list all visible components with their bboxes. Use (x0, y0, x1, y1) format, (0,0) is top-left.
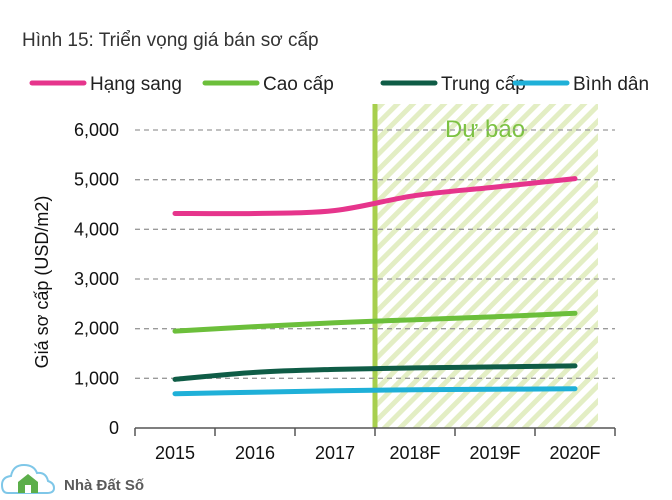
y-axis-ticks: 0 1,000 2,000 3,000 4,000 5,000 6,000 (74, 120, 119, 438)
legend-label-3: Bình dân (573, 74, 649, 95)
legend-label-0: Hạng sang (90, 74, 182, 95)
series-line-3 (172, 386, 578, 397)
legend-label-1: Cao cấp (263, 74, 334, 95)
legend: Hạng sang Cao cấp Trung cấp Bình dân (29, 74, 649, 95)
series-line-1 (172, 310, 578, 334)
y-tick-label: 2,000 (74, 319, 119, 339)
y-axis-label: Giá sơ cấp (USD/m2) (32, 196, 52, 369)
series-line-2 (172, 363, 578, 382)
house-door-icon (25, 485, 31, 493)
x-tick-label: 2016 (235, 443, 275, 463)
x-tick-label: 2018F (389, 443, 440, 463)
gridlines (135, 129, 615, 379)
series-lines (172, 176, 578, 397)
forecast-zone (375, 104, 598, 428)
x-tick-label: 2020F (549, 443, 600, 463)
logo: Nhà Đất Số (0, 463, 144, 494)
y-tick-label: 6,000 (74, 120, 119, 140)
forecast-label: Dự báo (445, 116, 525, 143)
series-line-0 (172, 176, 578, 217)
cloud-icon (0, 463, 56, 494)
x-tick-label: 2019F (469, 443, 520, 463)
chart-title: Hình 15: Triển vọng giá bán sơ cấp (22, 30, 319, 51)
x-tick-label: 2015 (155, 443, 195, 463)
x-axis: 2015 2016 2017 2018F 2019F 2020F (134, 427, 616, 463)
y-tick-label: 3,000 (74, 269, 119, 289)
y-tick-label: 5,000 (74, 170, 119, 190)
y-tick-label: 0 (109, 418, 119, 438)
logo-text: Nhà Đất Số (64, 477, 144, 494)
house-icon (18, 474, 38, 493)
y-tick-label: 4,000 (74, 219, 119, 239)
x-tick-label: 2017 (315, 443, 355, 463)
y-tick-label: 1,000 (74, 368, 119, 388)
legend-label-2: Trung cấp (441, 74, 526, 95)
